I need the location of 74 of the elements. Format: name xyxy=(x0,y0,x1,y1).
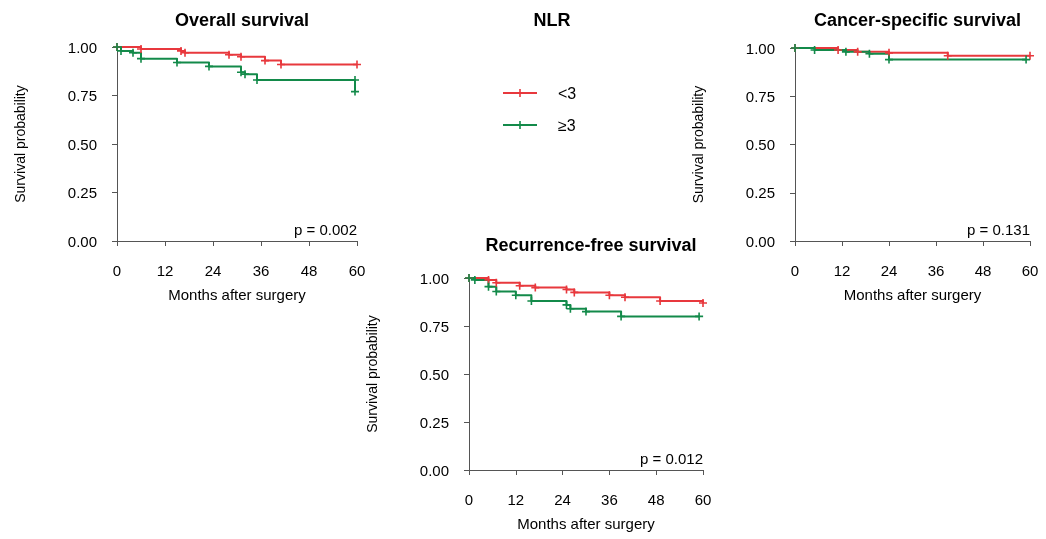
y-tick-label: 1.00 xyxy=(745,39,775,57)
annotation: p = 0.131 xyxy=(967,221,1030,238)
point xyxy=(617,312,626,321)
chart-title: Overall survival xyxy=(174,10,310,30)
annotation: p = 0.002 xyxy=(294,221,357,238)
x-tick-label: 0 xyxy=(464,491,474,508)
y-tick-label: 0.75 xyxy=(419,317,449,335)
y-tick-label: 0.50 xyxy=(745,136,775,153)
y-axis-title: Survival probability xyxy=(12,85,28,203)
point xyxy=(1022,55,1031,64)
point xyxy=(181,48,189,57)
legend-title: NLR xyxy=(533,10,571,30)
x-tick-label: 24 xyxy=(880,262,898,279)
y-tick-label: 0.25 xyxy=(67,184,97,201)
point xyxy=(492,278,501,287)
y-axis-title: Survival probability xyxy=(364,315,380,433)
point xyxy=(129,48,137,57)
point xyxy=(241,70,249,79)
x-axis-title: Months after surgery xyxy=(843,286,982,303)
x-tick-label: 36 xyxy=(927,262,945,279)
y-tick-label: 0.25 xyxy=(419,413,449,431)
x-tick-label: 24 xyxy=(554,491,571,508)
x-tick-label: 12 xyxy=(833,262,851,279)
y-tick-label: 0.25 xyxy=(745,184,775,202)
point xyxy=(605,291,614,300)
point xyxy=(1026,51,1034,60)
x-tick-label: 36 xyxy=(601,491,618,508)
y-tick-label: 0.00 xyxy=(419,461,449,479)
x-tick-label: 48 xyxy=(647,491,665,508)
x-tick-label: 48 xyxy=(300,262,318,279)
x-tick-label: 12 xyxy=(156,262,174,279)
y-tick-label: 0.50 xyxy=(419,365,449,383)
point xyxy=(853,47,862,56)
y-tick-label: 0.00 xyxy=(67,232,97,250)
point xyxy=(173,58,181,67)
point xyxy=(885,48,893,57)
x-tick-label: 60 xyxy=(348,262,366,279)
point xyxy=(699,298,707,307)
x-tick-label: 36 xyxy=(252,262,270,279)
y-tick-label: 0.75 xyxy=(67,87,97,104)
x-axis-title: Months after surgery xyxy=(168,286,307,303)
annotation: p = 0.012 xyxy=(640,450,703,467)
point xyxy=(582,307,590,316)
point xyxy=(261,56,269,65)
point xyxy=(566,304,575,313)
x-tick-label: 0 xyxy=(112,262,122,279)
x-tick-label: 24 xyxy=(204,262,222,279)
point xyxy=(353,60,361,69)
x-tick-label: 48 xyxy=(974,262,992,279)
y-tick-label: 1.00 xyxy=(419,269,449,287)
x-axis-title: Months after surgery xyxy=(517,515,656,532)
point xyxy=(865,49,874,58)
x-tick-label: 60 xyxy=(1021,262,1039,279)
x-tick-label: 60 xyxy=(694,491,712,508)
legend-label: ≥3 xyxy=(558,116,576,134)
legend-label: <3 xyxy=(558,84,577,102)
chart-title: Recurrence-free survival xyxy=(485,235,697,255)
chart-title: Cancer-specific survival xyxy=(813,10,1022,30)
point xyxy=(225,50,233,59)
point xyxy=(841,47,850,56)
x-tick-label: 12 xyxy=(507,491,525,508)
point xyxy=(834,45,843,54)
x-tick-label: 0 xyxy=(790,262,800,279)
point xyxy=(943,51,952,60)
point xyxy=(695,312,704,321)
y-axis-title: Survival probability xyxy=(690,85,706,204)
y-tick-label: 1.00 xyxy=(67,38,97,56)
y-tick-label: 0.50 xyxy=(67,135,97,153)
y-tick-label: 0.75 xyxy=(745,87,775,105)
y-tick-label: 0.00 xyxy=(745,232,775,250)
point xyxy=(511,291,520,300)
point xyxy=(621,293,629,302)
point xyxy=(237,52,245,61)
point xyxy=(885,55,893,64)
